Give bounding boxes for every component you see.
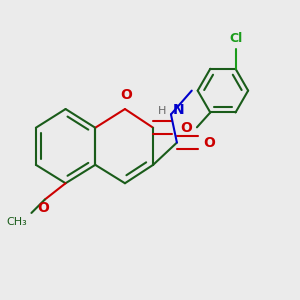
Text: O: O	[121, 88, 132, 102]
Text: O: O	[38, 201, 49, 215]
Text: H: H	[158, 106, 166, 116]
Text: Cl: Cl	[229, 32, 242, 45]
Text: N: N	[172, 103, 184, 117]
Text: CH₃: CH₃	[6, 218, 27, 227]
Text: O: O	[180, 121, 192, 135]
Text: O: O	[204, 136, 215, 150]
